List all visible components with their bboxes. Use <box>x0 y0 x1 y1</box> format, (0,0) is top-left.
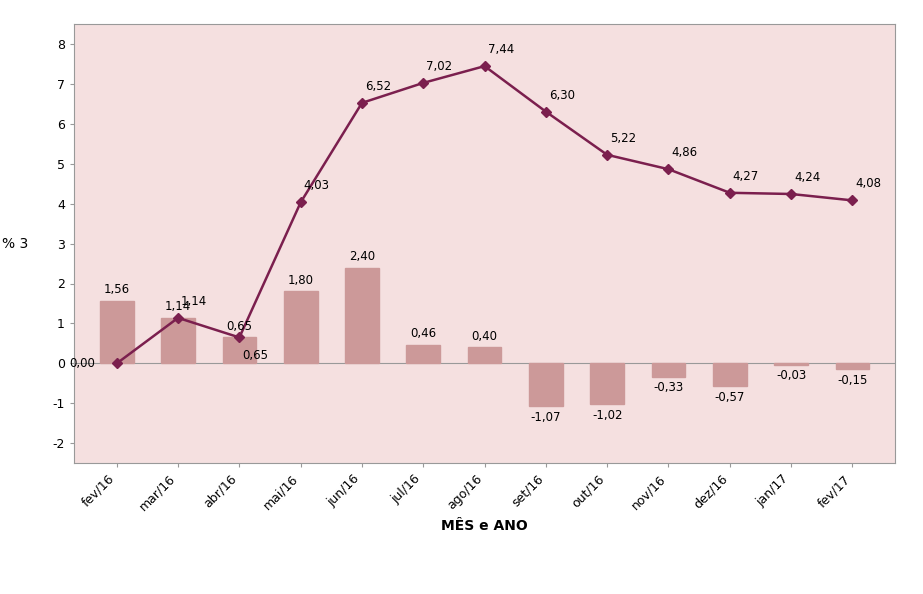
Text: 0,46: 0,46 <box>410 327 437 340</box>
Text: 6,30: 6,30 <box>549 89 575 102</box>
Bar <box>835 364 869 369</box>
Text: 6,52: 6,52 <box>365 80 391 93</box>
Bar <box>100 301 134 364</box>
Bar <box>162 318 195 364</box>
Text: 0,00: 0,00 <box>69 357 95 370</box>
Bar <box>406 345 440 364</box>
Text: % 3: % 3 <box>2 236 28 251</box>
Text: -0,33: -0,33 <box>653 381 684 394</box>
Text: 0,65: 0,65 <box>243 349 269 362</box>
Text: 4,08: 4,08 <box>856 178 881 191</box>
Text: 4,27: 4,27 <box>733 170 759 183</box>
Bar <box>774 364 808 365</box>
Text: 1,14: 1,14 <box>165 300 191 313</box>
Text: 4,86: 4,86 <box>672 146 698 159</box>
Text: 0,40: 0,40 <box>472 330 497 343</box>
Bar <box>713 364 747 386</box>
Text: 1,56: 1,56 <box>103 283 130 296</box>
Text: 0,65: 0,65 <box>226 320 252 333</box>
Text: -0,03: -0,03 <box>776 369 806 383</box>
Text: 5,22: 5,22 <box>610 132 636 145</box>
Text: 2,40: 2,40 <box>349 249 375 263</box>
Text: -1,07: -1,07 <box>531 411 561 424</box>
Text: -0,15: -0,15 <box>837 374 868 387</box>
Text: 7,02: 7,02 <box>426 60 452 73</box>
Text: -1,02: -1,02 <box>592 409 622 422</box>
Text: 7,44: 7,44 <box>487 43 514 56</box>
Bar <box>468 347 501 364</box>
X-axis label: MÊS e ANO: MÊS e ANO <box>441 519 528 533</box>
Bar <box>222 337 257 364</box>
Bar <box>345 267 378 364</box>
Bar <box>652 364 686 377</box>
Text: -0,57: -0,57 <box>714 391 745 404</box>
Text: 4,03: 4,03 <box>304 179 330 192</box>
Text: 1,14: 1,14 <box>181 295 208 308</box>
Text: 4,24: 4,24 <box>794 171 821 184</box>
Bar <box>591 364 624 404</box>
Bar <box>529 364 563 406</box>
Text: 1,80: 1,80 <box>288 274 314 287</box>
Bar <box>283 292 318 364</box>
